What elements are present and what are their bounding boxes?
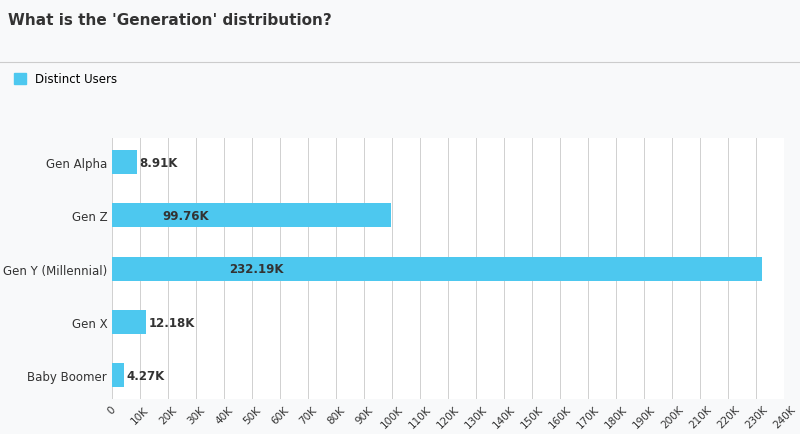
Legend: Distinct Users: Distinct Users [14,73,118,86]
Text: 99.76K: 99.76K [162,209,209,222]
Text: 232.19K: 232.19K [229,263,283,276]
Bar [112,204,391,228]
Text: 4.27K: 4.27K [126,369,165,382]
Bar [112,364,124,388]
Text: 12.18K: 12.18K [149,316,195,329]
Bar [112,257,762,281]
Bar [112,310,146,334]
Bar [112,151,137,174]
Text: What is the 'Generation' distribution?: What is the 'Generation' distribution? [8,13,332,28]
Text: 8.91K: 8.91K [140,156,178,169]
